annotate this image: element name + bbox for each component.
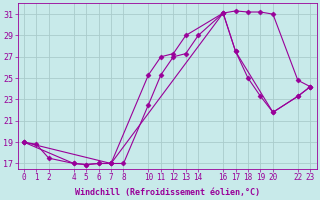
X-axis label: Windchill (Refroidissement éolien,°C): Windchill (Refroidissement éolien,°C) xyxy=(75,188,260,197)
